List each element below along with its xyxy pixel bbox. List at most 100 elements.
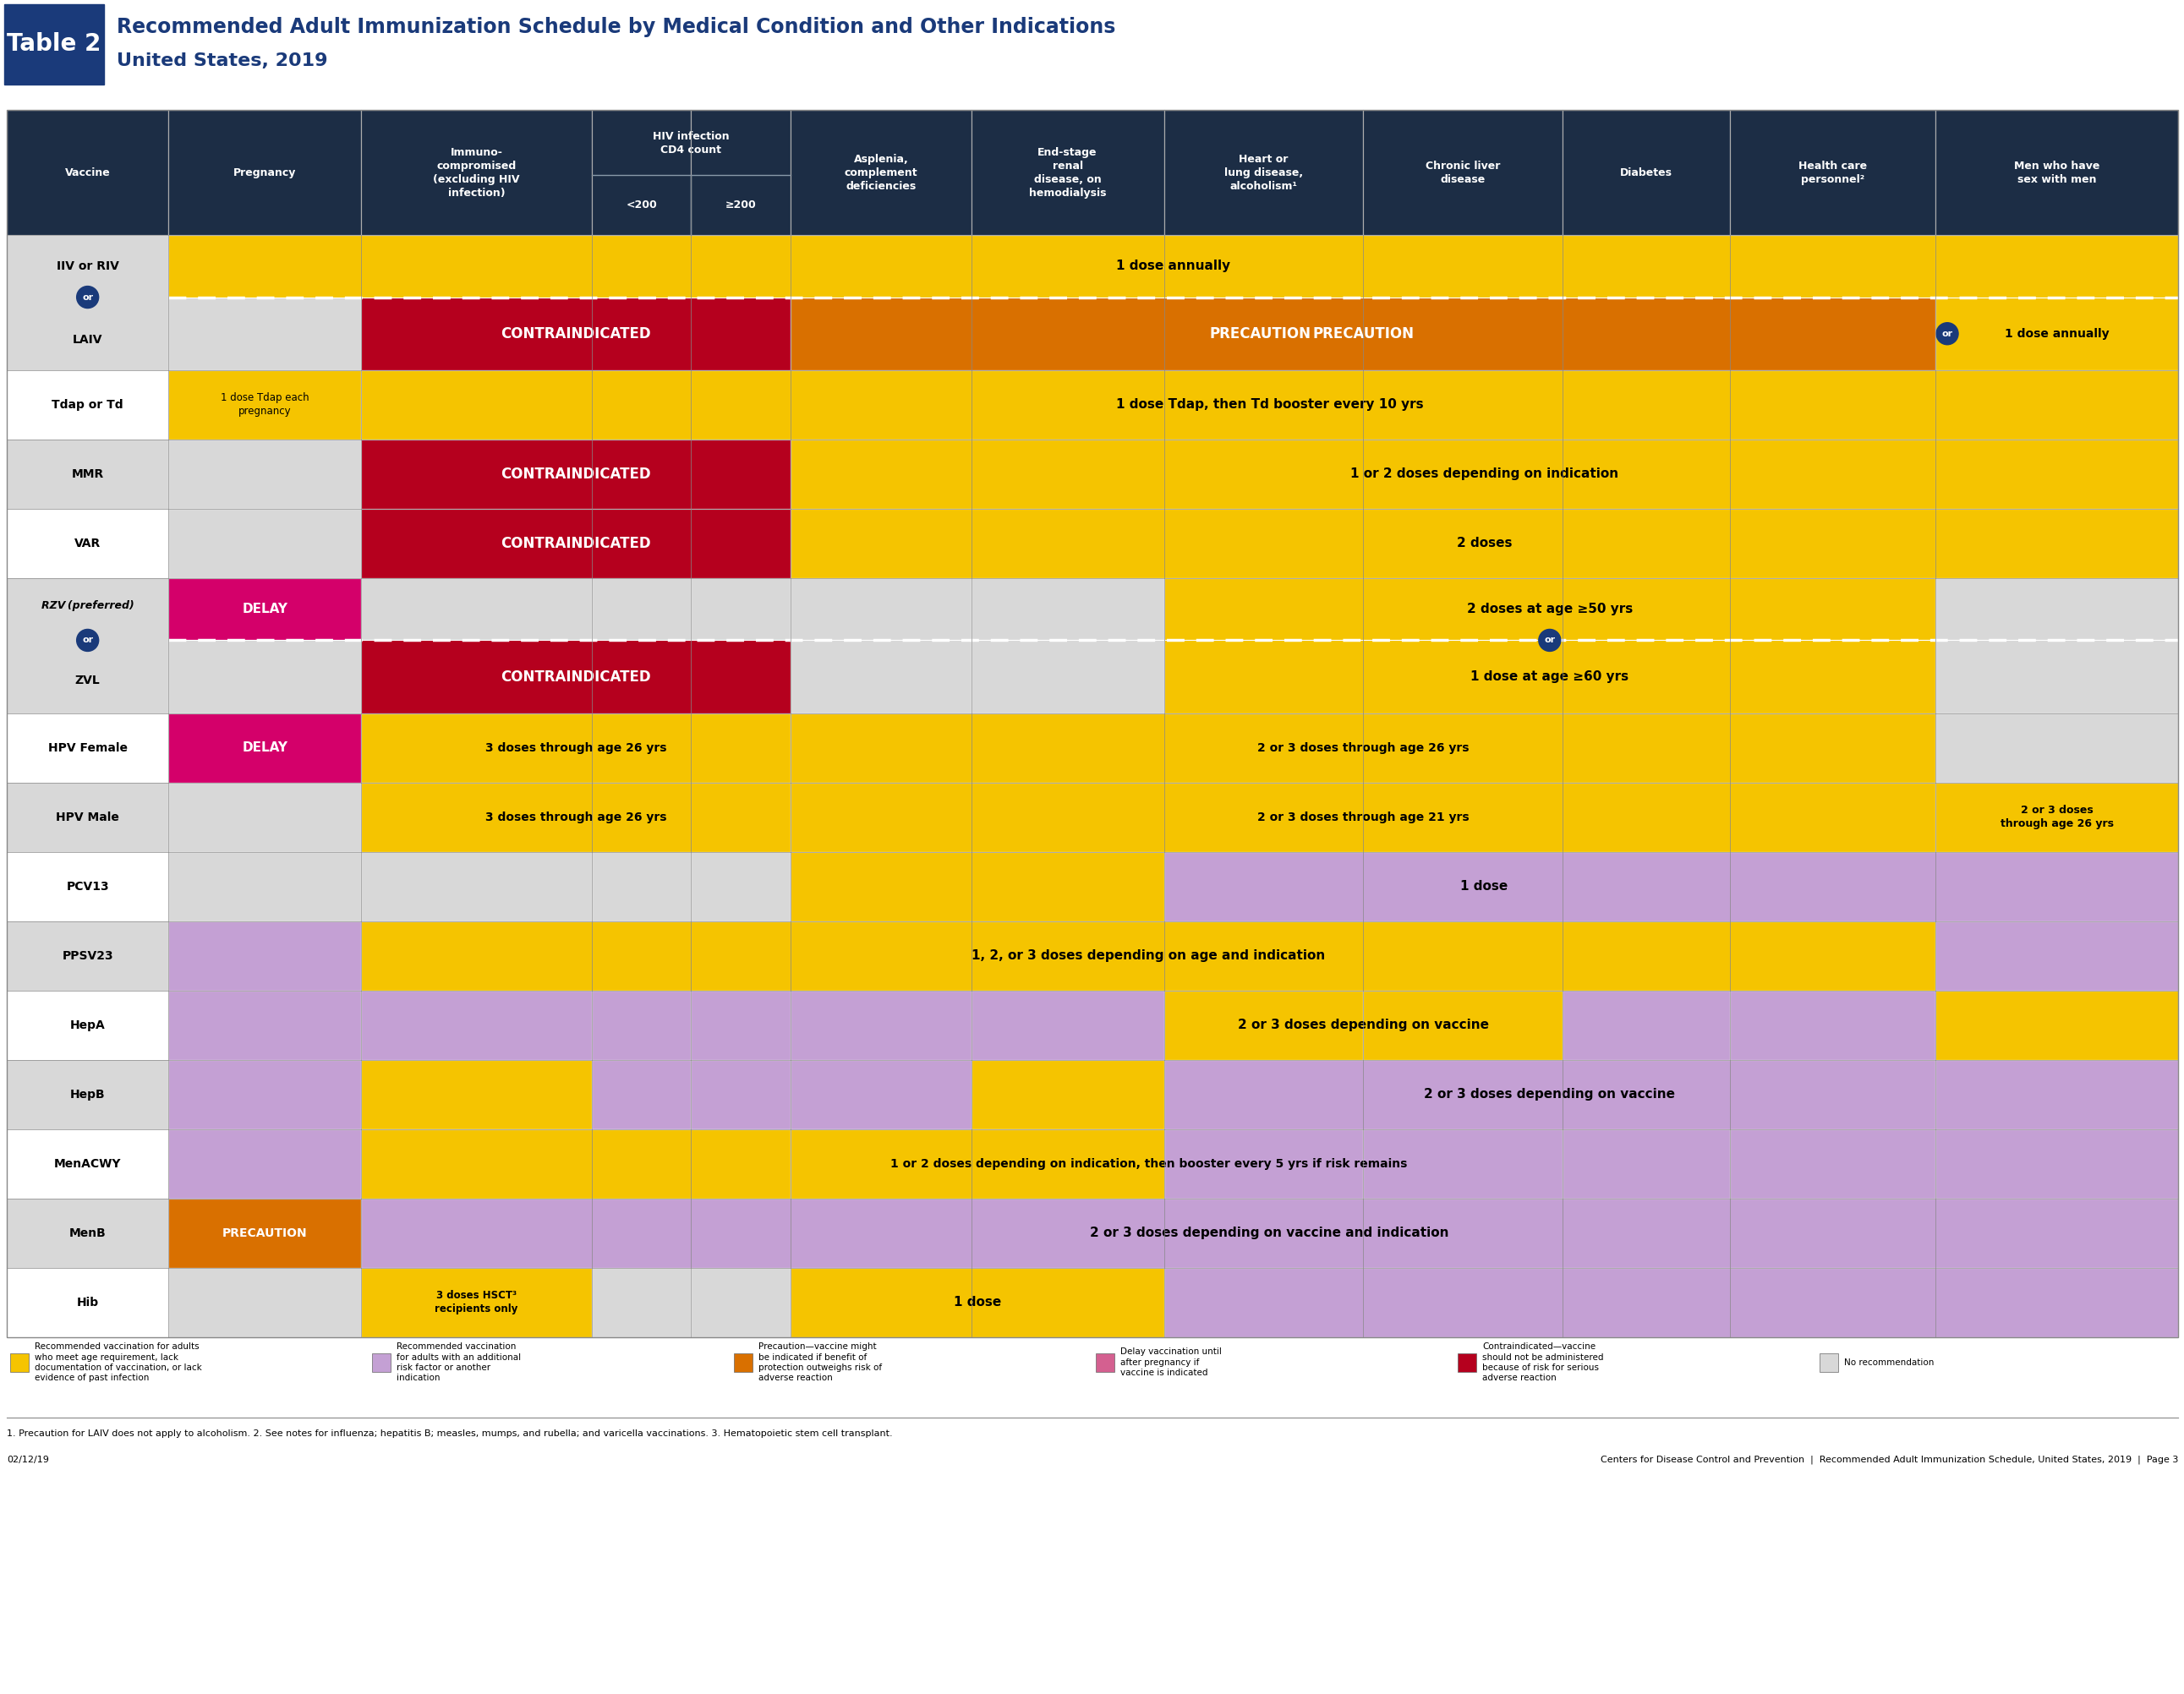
Text: or: or <box>1942 329 1952 337</box>
Bar <box>1935 296 2177 371</box>
Text: Recommended vaccination for adults
who meet age requirement, lack
documentation : Recommended vaccination for adults who m… <box>35 1343 201 1382</box>
Text: PRECAUTION: PRECAUTION <box>1313 325 1413 340</box>
Bar <box>360 713 791 783</box>
Text: 1 or 2 doses depending on indication, then booster every 5 yrs if risk remains: 1 or 2 doses depending on indication, th… <box>889 1159 1406 1171</box>
Text: Table 2: Table 2 <box>7 32 100 56</box>
Text: VAR: VAR <box>74 537 100 549</box>
Bar <box>360 578 592 640</box>
Text: 2 or 3 doses
through age 26 yrs: 2 or 3 doses through age 26 yrs <box>2001 805 2114 830</box>
Bar <box>7 439 2177 508</box>
Bar <box>7 1130 2177 1198</box>
Text: Pregnancy: Pregnancy <box>234 168 297 178</box>
Bar <box>7 110 168 235</box>
Bar <box>168 1060 360 1130</box>
Text: MenACWY: MenACWY <box>55 1159 122 1171</box>
Bar <box>1935 713 2177 783</box>
Bar <box>791 852 1164 922</box>
Bar <box>1935 783 2177 852</box>
Bar <box>1935 1060 2177 1130</box>
Bar <box>1819 1354 1839 1372</box>
Bar <box>168 640 360 713</box>
Text: Chronic liver
disease: Chronic liver disease <box>1426 161 1500 185</box>
Bar <box>791 296 1730 371</box>
Bar <box>791 783 1935 852</box>
Bar <box>168 852 360 922</box>
Text: Heart or
lung disease,
alcoholism¹: Heart or lung disease, alcoholism¹ <box>1225 154 1304 191</box>
Text: Health care
personnel²: Health care personnel² <box>1797 161 1867 185</box>
Bar <box>360 852 592 922</box>
Text: PRECAUTION: PRECAUTION <box>1210 325 1310 340</box>
Bar <box>7 110 2177 1337</box>
Text: HPV Female: HPV Female <box>48 742 127 754</box>
Text: CONTRAINDICATED: CONTRAINDICATED <box>500 535 651 551</box>
Text: or: or <box>83 293 94 302</box>
Bar <box>972 578 1164 640</box>
Bar <box>360 1267 592 1337</box>
Text: Recommended vaccination
for adults with an additional
risk factor or another
ind: Recommended vaccination for adults with … <box>397 1343 522 1382</box>
Bar <box>168 1267 360 1337</box>
Bar <box>690 1060 791 1130</box>
Text: HPV Male: HPV Male <box>57 811 120 823</box>
Bar <box>791 1130 1164 1198</box>
Bar <box>791 1267 1164 1337</box>
Bar <box>791 110 972 235</box>
Text: or: or <box>83 635 94 644</box>
Text: HepA: HepA <box>70 1020 105 1032</box>
Bar <box>690 852 791 922</box>
Bar <box>360 1130 791 1198</box>
Bar <box>7 922 2177 991</box>
Bar <box>7 235 2177 371</box>
Bar <box>1562 110 1730 235</box>
Bar <box>7 1267 2177 1337</box>
Bar <box>1363 1130 1562 1198</box>
Bar <box>7 991 2177 1060</box>
Text: CONTRAINDICATED: CONTRAINDICATED <box>500 669 651 684</box>
Text: Delay vaccination until
after pregnancy if
vaccine is indicated: Delay vaccination until after pregnancy … <box>1120 1348 1221 1377</box>
Bar <box>360 783 791 852</box>
Text: 02/12/19: 02/12/19 <box>7 1455 48 1464</box>
Bar <box>371 1354 391 1372</box>
Text: CONTRAINDICATED: CONTRAINDICATED <box>500 325 651 340</box>
Bar <box>972 1060 1164 1130</box>
Bar <box>592 1130 690 1198</box>
Text: RZV (preferred): RZV (preferred) <box>41 601 133 612</box>
Text: HepB: HepB <box>70 1089 105 1101</box>
Text: 1. Precaution for LAIV does not apply to alcoholism. 2. See notes for influenza;: 1. Precaution for LAIV does not apply to… <box>7 1430 893 1438</box>
Text: MenB: MenB <box>70 1226 107 1238</box>
Text: 1 dose at age ≥60 yrs: 1 dose at age ≥60 yrs <box>1470 671 1629 683</box>
Bar <box>1363 991 1562 1060</box>
Bar <box>791 1130 1164 1198</box>
Bar <box>791 991 972 1060</box>
Bar <box>791 1130 972 1198</box>
Bar <box>168 1130 360 1198</box>
Circle shape <box>1540 628 1562 650</box>
Bar <box>690 1267 791 1337</box>
Bar <box>168 110 360 235</box>
Text: Precaution—vaccine might
be indicated if benefit of
protection outweighs risk of: Precaution—vaccine might be indicated if… <box>758 1343 882 1382</box>
Bar <box>7 371 2177 439</box>
Bar <box>7 1060 2177 1130</box>
Bar <box>4 3 105 85</box>
Bar <box>1164 578 1935 640</box>
Bar <box>972 1130 1164 1198</box>
Text: 1 dose: 1 dose <box>954 1296 1000 1309</box>
Bar <box>972 991 1164 1060</box>
Bar <box>1935 1130 2177 1198</box>
Text: Contraindicated—vaccine
should not be administered
because of risk for serious
a: Contraindicated—vaccine should not be ad… <box>1483 1343 1603 1382</box>
Text: 2 or 3 doses depending on vaccine and indication: 2 or 3 doses depending on vaccine and in… <box>1090 1226 1450 1240</box>
Text: 3 doses through age 26 yrs: 3 doses through age 26 yrs <box>485 742 666 754</box>
Bar <box>360 640 791 713</box>
Bar <box>360 991 592 1060</box>
Text: ZVL: ZVL <box>74 674 100 686</box>
Bar <box>1935 578 2177 640</box>
Bar <box>972 110 1164 235</box>
Text: Diabetes: Diabetes <box>1621 168 1673 178</box>
Bar <box>1935 110 2177 235</box>
Bar <box>7 1198 2177 1267</box>
Bar <box>168 439 360 508</box>
Bar <box>360 371 2177 439</box>
Text: 1 dose: 1 dose <box>1461 881 1509 893</box>
Bar <box>168 922 360 991</box>
Text: or: or <box>1544 635 1555 644</box>
Text: 1 dose annually: 1 dose annually <box>2005 327 2110 339</box>
